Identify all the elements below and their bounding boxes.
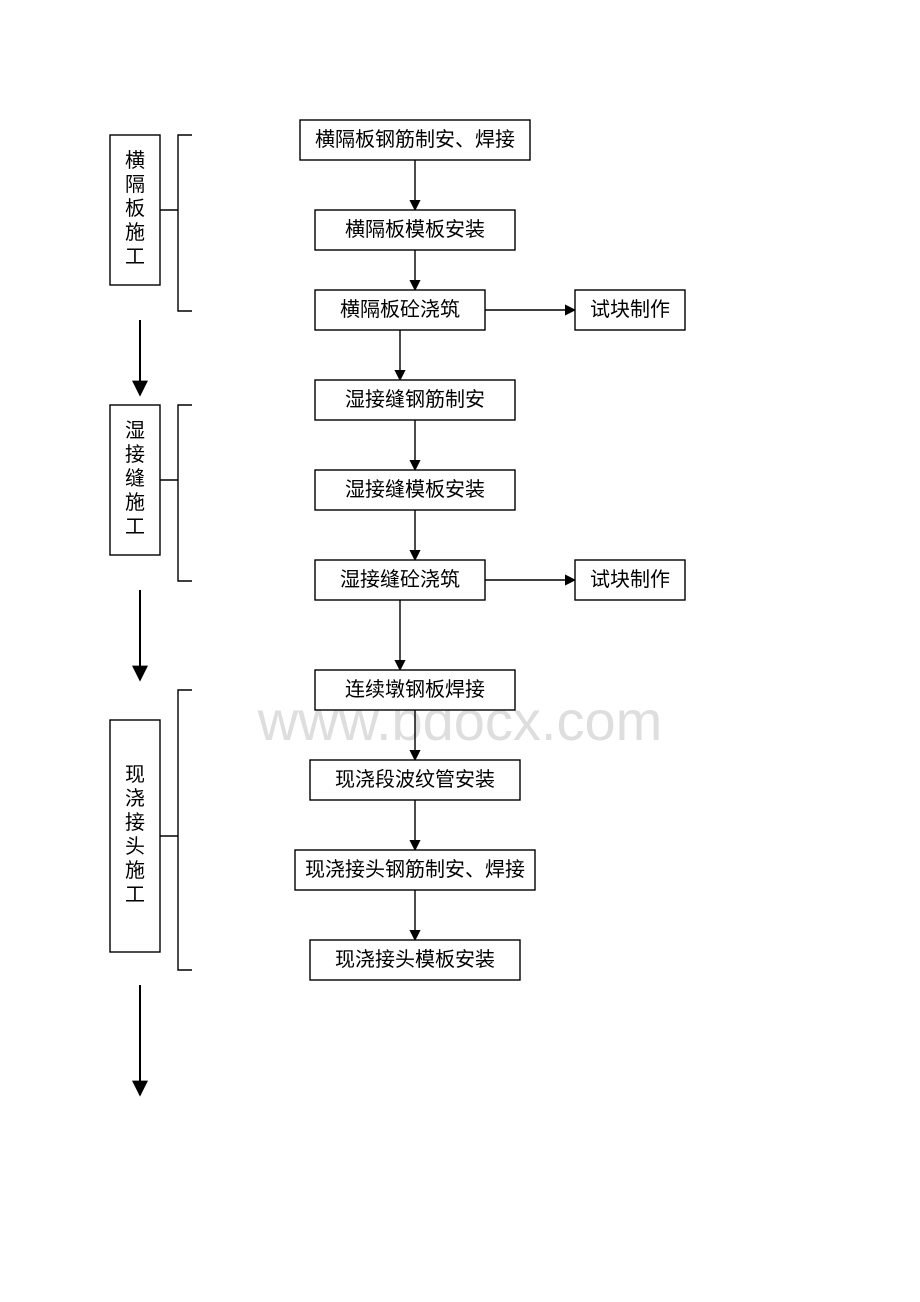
node-n5: 湿接缝模板安装	[315, 470, 515, 510]
phase-label-char: 隔	[125, 173, 145, 196]
phase-label-char: 施	[125, 859, 145, 882]
node-label: 现浇接头钢筋制安、焊接	[305, 858, 525, 881]
phase-label-char: 现	[125, 764, 145, 786]
phase-bracket	[178, 135, 192, 311]
node-s2: 试块制作	[575, 560, 685, 600]
phase-label-char: 缝	[125, 467, 145, 490]
node-s1: 试块制作	[575, 290, 685, 330]
flowchart-canvas: www.bdocx.com横隔板钢筋制安、焊接横隔板模板安装横隔板砼浇筑试块制作…	[0, 0, 920, 1302]
phase-3: 现浇接头施工	[110, 690, 192, 970]
phase-label-char: 施	[125, 491, 145, 514]
node-n8: 现浇段波纹管安装	[310, 760, 520, 800]
node-label: 连续墩钢板焊接	[345, 678, 485, 701]
node-n7: 连续墩钢板焊接	[315, 670, 515, 710]
phase-2: 湿接缝施工	[110, 405, 192, 581]
node-n10: 现浇接头模板安装	[310, 940, 520, 980]
phase-label-char: 板	[125, 197, 145, 220]
phase-label-char: 横	[125, 149, 145, 172]
node-label: 试块制作	[590, 568, 670, 591]
node-label: 试块制作	[590, 298, 670, 321]
phase-label-char: 工	[125, 516, 145, 538]
phase-label-char: 接	[125, 811, 145, 834]
phase-label-char: 工	[125, 246, 145, 268]
phase-bracket	[178, 405, 192, 581]
phase-label-char: 湿	[125, 419, 145, 442]
node-label: 湿接缝砼浇筑	[340, 568, 460, 591]
node-n2: 横隔板模板安装	[315, 210, 515, 250]
phase-label-char: 头	[125, 835, 145, 858]
node-label: 现浇接头模板安装	[335, 948, 495, 971]
node-label: 湿接缝钢筋制安	[345, 388, 485, 411]
node-n9: 现浇接头钢筋制安、焊接	[295, 850, 535, 890]
node-n4: 湿接缝钢筋制安	[315, 380, 515, 420]
phase-1: 横隔板施工	[110, 135, 192, 311]
phase-label-char: 接	[125, 443, 145, 466]
node-n1: 横隔板钢筋制安、焊接	[300, 120, 530, 160]
node-label: 横隔板模板安装	[345, 218, 485, 241]
node-n6: 湿接缝砼浇筑	[315, 560, 485, 600]
node-label: 横隔板砼浇筑	[340, 298, 460, 321]
node-n3: 横隔板砼浇筑	[315, 290, 485, 330]
node-label: 现浇段波纹管安装	[335, 768, 495, 791]
phase-label-char: 施	[125, 221, 145, 244]
phase-label-char: 浇	[125, 787, 145, 810]
node-label: 横隔板钢筋制安、焊接	[315, 128, 515, 151]
node-label: 湿接缝模板安装	[345, 478, 485, 501]
phase-bracket	[178, 690, 192, 970]
phase-label-char: 工	[125, 884, 145, 906]
